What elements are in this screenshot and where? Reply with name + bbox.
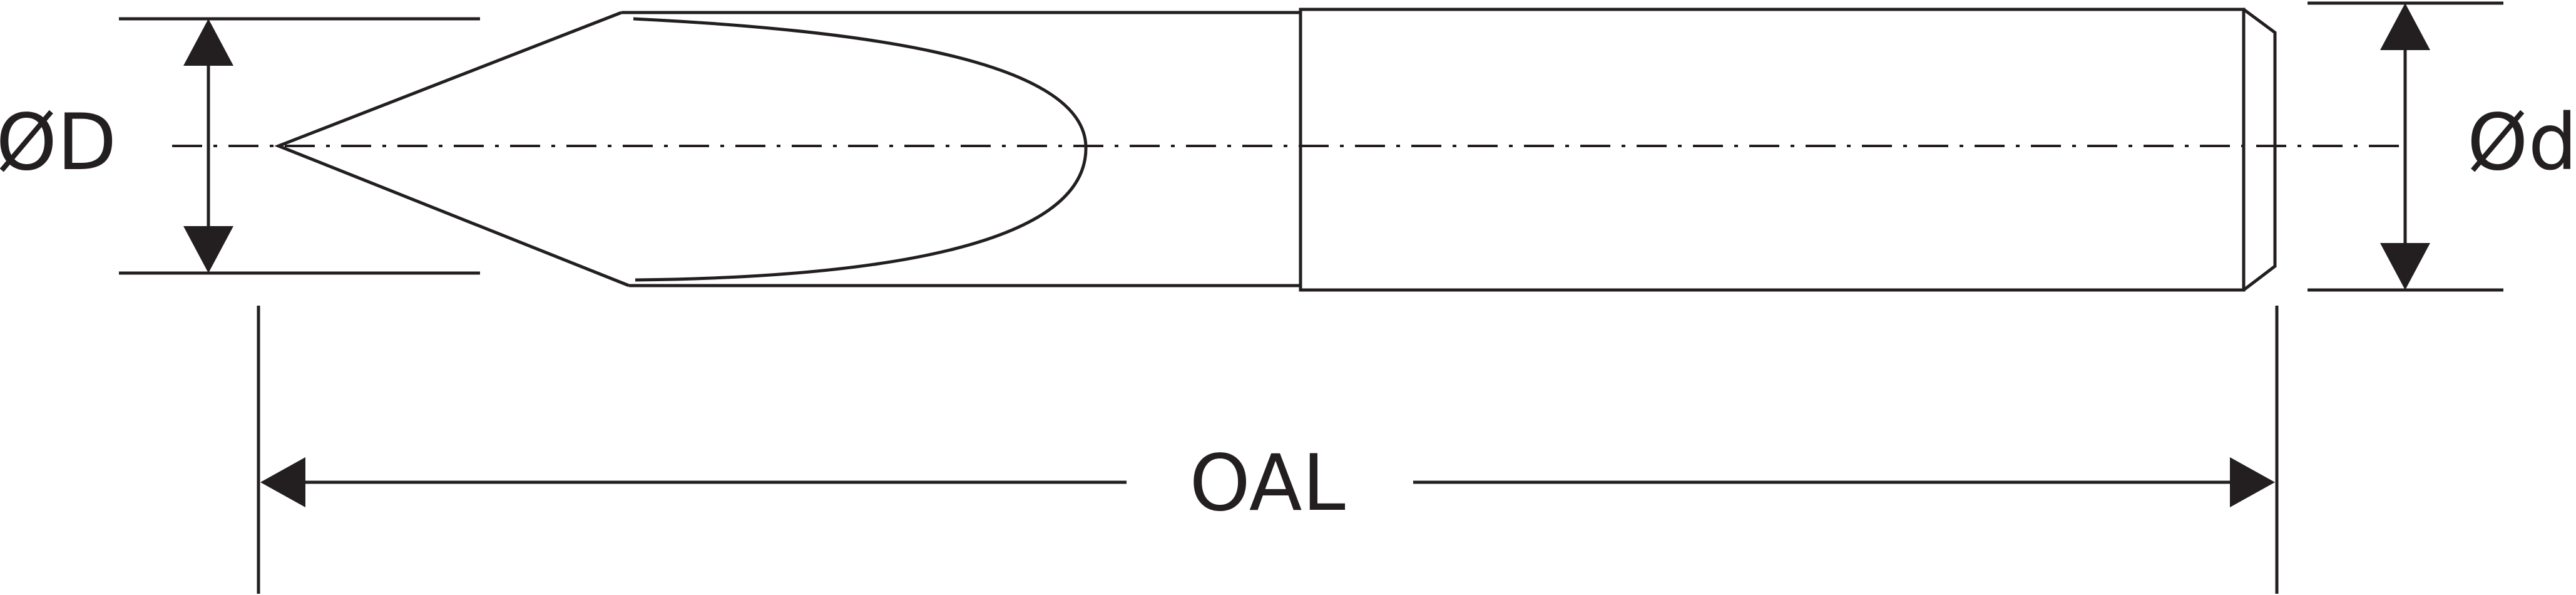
shank-diameter-label: Ød — [2467, 98, 2576, 188]
shank-diameter-arrow-top — [2380, 3, 2430, 50]
shank-chamfer — [2242, 8, 2277, 291]
shank-diameter-dimension: Ød — [2308, 1, 2576, 292]
cutting-diameter-label: ØD — [0, 98, 117, 188]
drill-point-outline — [274, 11, 630, 287]
overall-length-arrow-left — [260, 457, 305, 507]
overall-length-arrow-right — [2230, 457, 2275, 507]
shank-outline — [1299, 8, 2246, 292]
flute-helix-curve — [633, 17, 1088, 282]
cutting-diameter-arrow-top — [183, 19, 233, 66]
cutting-diameter-dimension: ØD — [0, 17, 480, 275]
overall-length-dimension: OAL — [257, 306, 2279, 594]
overall-length-label: OAL — [1189, 438, 1345, 529]
tool-body — [274, 8, 2277, 292]
shank-diameter-arrow-bottom — [2380, 243, 2430, 290]
cutting-diameter-arrow-bottom — [183, 226, 233, 273]
